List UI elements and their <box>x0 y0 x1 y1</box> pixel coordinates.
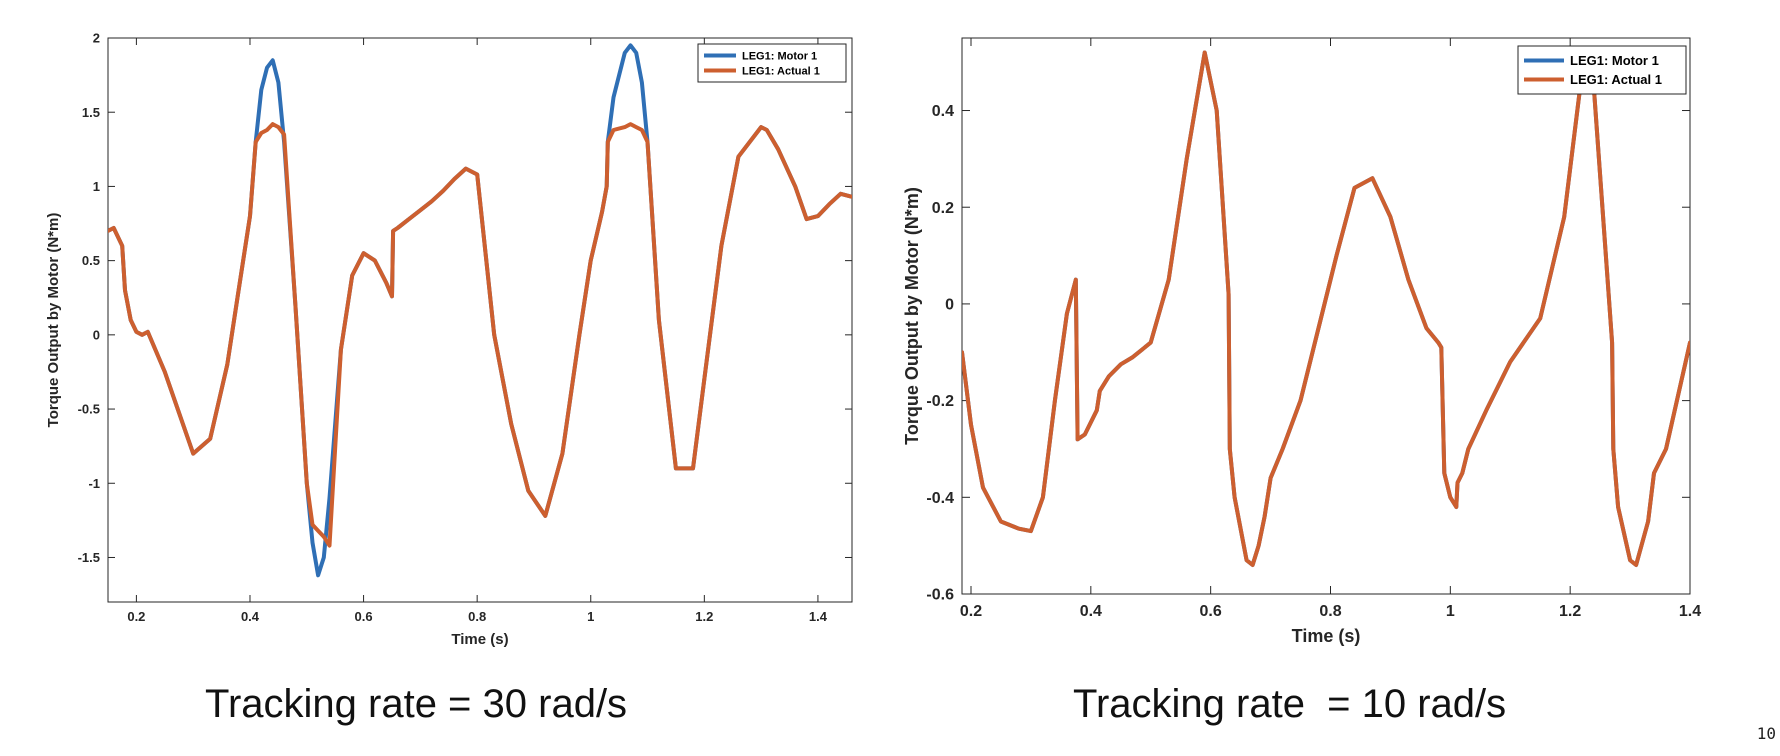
left-x-axis-label: Time (s) <box>451 631 508 648</box>
left-legend-label: LEG1: Motor 1 <box>742 50 817 62</box>
left-y-tick-label: 0.5 <box>82 253 100 268</box>
right-legend-box <box>1517 45 1687 95</box>
left-x-tick-label: 0.6 <box>355 609 373 624</box>
right-x-tick-label: 1.2 <box>1559 603 1581 620</box>
caption-left: Tracking rate = 30 rad/s <box>205 682 628 726</box>
right-x-tick-label: 1.4 <box>1679 603 1701 620</box>
left-y-tick-label: -0.5 <box>78 402 100 417</box>
right-x-tick-label: 1 <box>1446 603 1455 620</box>
right-y-tick-label: -0.4 <box>926 490 954 507</box>
right-x-tick-label: 0.2 <box>960 603 982 620</box>
left-y-tick-label: 1.5 <box>82 105 100 120</box>
left-y-tick-label: 1 <box>93 179 100 194</box>
right-legend-label: LEG1: Actual 1 <box>1570 72 1662 87</box>
left-y-tick-label: -1.5 <box>78 550 100 565</box>
left-series-line-actual <box>108 122 852 548</box>
left-legend-box <box>697 43 847 83</box>
chart-right-svg: 0.2 0.4 0.6 0.8 1 1.2 1.4 -0.6 -0.4 -0.2 0 0.2 0.4 Ti… <box>902 37 1701 646</box>
right-y-tick-label: 0.2 <box>932 200 954 217</box>
right-series-line-actual <box>962 50 1690 567</box>
right-y-axis-label: Torque Output by Motor (N*m) <box>902 187 922 445</box>
left-x-tick-label: 0.2 <box>127 609 145 624</box>
left-y-axis-label: Torque Output by Motor (N*m) <box>45 213 62 428</box>
left-y-tick-label: 2 <box>93 31 100 46</box>
right-y-tick-label: 0.4 <box>932 103 954 120</box>
chart-left: 0.2 0.4 0.6 0.8 1 1.2 1.4 -1.5 -1 -0.5 0 0.5 1 1.5 2 Ti… <box>0 0 880 650</box>
left-x-tick-label: 1.2 <box>695 609 713 624</box>
left-y-tick-label: 0 <box>93 327 100 342</box>
left-plot-frame <box>107 37 853 603</box>
caption-right: Tracking rate = 10 rad/s <box>1073 682 1507 726</box>
left-y-tick-label: -1 <box>88 476 100 491</box>
left-legend-label: LEG1: Actual 1 <box>742 65 820 77</box>
page-number: 10 <box>1756 724 1776 743</box>
left-x-tick-label: 1 <box>587 609 594 624</box>
right-series-line-motor <box>962 50 1690 567</box>
chart-left-svg: 0.2 0.4 0.6 0.8 1 1.2 1.4 -1.5 -1 -0.5 0 0.5 1 1.5 2 Ti… <box>45 31 853 648</box>
right-x-tick-label: 0.8 <box>1319 603 1341 620</box>
right-plot-frame <box>961 37 1691 595</box>
right-x-tick-label: 0.4 <box>1080 603 1102 620</box>
left-x-tick-label: 0.8 <box>468 609 486 624</box>
right-x-axis-label: Time (s) <box>1292 626 1361 646</box>
right-y-tick-label: 0 <box>945 297 954 314</box>
left-series-line-motor <box>108 43 852 578</box>
right-x-tick-label: 0.6 <box>1200 603 1222 620</box>
right-y-tick-label: -0.2 <box>926 393 954 410</box>
left-x-tick-label: 1.4 <box>809 609 828 624</box>
left-x-tick-label: 0.4 <box>241 609 260 624</box>
right-y-tick-label: -0.6 <box>926 587 954 604</box>
right-legend-label: LEG1: Motor 1 <box>1570 53 1659 68</box>
chart-right: 0.2 0.4 0.6 0.8 1 1.2 1.4 -0.6 -0.4 -0.2 0 0.2 0.4 Ti… <box>890 0 1770 650</box>
